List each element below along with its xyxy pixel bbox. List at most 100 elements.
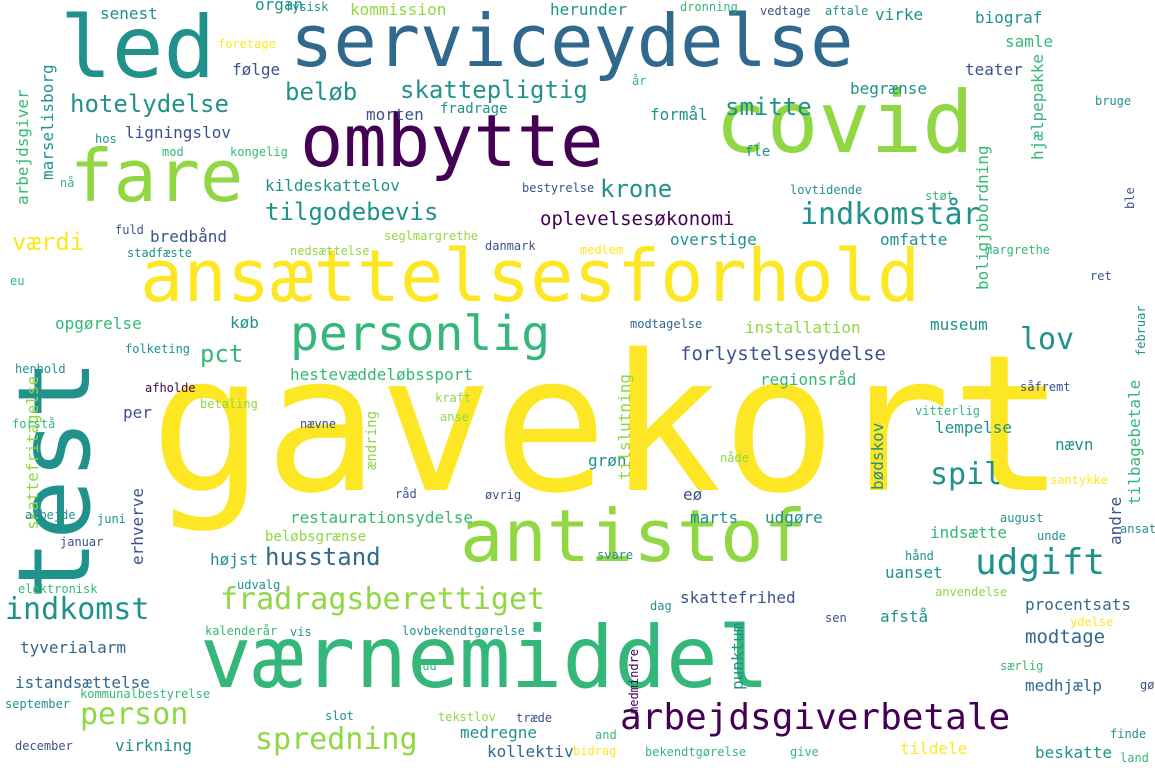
word-marselisborg: marselisborg xyxy=(38,64,57,180)
word-morten: morten xyxy=(366,105,424,124)
word-santykke: santykke xyxy=(1050,473,1108,487)
word-give: give xyxy=(790,745,819,759)
word-hjaelpepakke: hjælpepakke xyxy=(1028,54,1047,160)
word-tyverialarm: tyverialarm xyxy=(20,638,126,657)
word-indsaette: indsætte xyxy=(930,523,1008,542)
word-forlystelsesydelse: forlystelsesydelse xyxy=(680,343,886,365)
word-modtagelse: modtagelse xyxy=(630,317,703,331)
word-svare: svare xyxy=(597,548,634,562)
word-uanset: uanset xyxy=(885,563,943,582)
word-lovtidende: lovtidende xyxy=(790,183,863,197)
word-safremt: såfremt xyxy=(1020,380,1071,394)
word-betaling: betaling xyxy=(200,397,258,411)
word-vitterlig: vitterlig xyxy=(915,404,981,418)
word-kommission: kommission xyxy=(350,0,447,19)
word-belob: beløb xyxy=(285,78,358,106)
word-januar: januar xyxy=(60,535,104,549)
word-beskatte: beskatte xyxy=(1035,743,1113,762)
word-udvalg: udvalg xyxy=(237,578,281,592)
word-margrethe: margrethe xyxy=(985,243,1051,257)
word-vis: vis xyxy=(290,625,312,639)
word-aendring: ændring xyxy=(364,410,380,470)
word-arbejdsgiverbetale: arbejdsgiverbetale xyxy=(620,697,1011,738)
word-spil: spil xyxy=(930,457,1003,492)
word-punktum: punktum xyxy=(728,622,747,690)
word-eo: eø xyxy=(683,485,703,504)
word-lov: lov xyxy=(1020,322,1075,357)
word-kob: køb xyxy=(230,313,259,332)
word-seglmargrethe: seglmargrethe xyxy=(384,229,478,243)
word-samle: samle xyxy=(1005,32,1054,51)
word-husstand: husstand xyxy=(265,543,381,571)
word-dag: dag xyxy=(650,599,672,613)
word-indkomst: indkomst xyxy=(5,592,150,627)
word-andre: andre xyxy=(1106,496,1125,545)
word-december: december xyxy=(15,739,73,753)
word-bredband: bredbånd xyxy=(150,227,228,246)
word-marts: marts xyxy=(690,508,739,527)
word-skattepligtig: skattepligtig xyxy=(400,76,588,104)
word-kraft: kraft xyxy=(435,391,472,405)
word-senest: senest xyxy=(100,4,158,23)
word-fradragsberettiget: fradragsberettiget xyxy=(220,582,546,617)
word-erhverve: erhverve xyxy=(128,487,147,565)
word-arbejde: arbejde xyxy=(25,508,76,522)
word-hojst: højst xyxy=(210,550,259,569)
word-folketing: folketing xyxy=(125,342,191,356)
word-covid: covid xyxy=(715,73,974,173)
word-naevne: nævne xyxy=(300,417,337,431)
word-gron: grøn xyxy=(588,451,627,470)
word-medmindre: medmindre xyxy=(627,648,641,714)
word-lempelse: lempelse xyxy=(935,418,1013,437)
word-sen: sen xyxy=(825,611,847,625)
word-hestevaeddelobssport: hestevæddeløbssport xyxy=(290,365,474,384)
word-ansat: ansat xyxy=(1120,522,1155,536)
word-udgift: udgift xyxy=(975,542,1106,583)
word-museum: museum xyxy=(930,315,988,334)
word-unde: unde xyxy=(1037,529,1066,543)
word-lovbekendtgorelse: lovbekendtgørelse xyxy=(402,624,525,638)
word-installation: installation xyxy=(745,318,861,337)
word-bestyrelse: bestyrelse xyxy=(522,181,595,195)
word-eu: eu xyxy=(10,274,25,288)
word-elektronisk: elektronisk xyxy=(18,582,98,596)
word-oplevelsesokonomi: oplevelsesøkonomi xyxy=(540,208,735,230)
word-bekendtgorelse: bekendtgørelse xyxy=(645,745,747,759)
word-belobsgraense: beløbsgrænse xyxy=(265,529,367,545)
word-led: led xyxy=(60,0,216,98)
word-fradrage: fradrage xyxy=(440,101,508,117)
word-omfatte: omfatte xyxy=(880,230,948,249)
word-overstige: overstige xyxy=(670,230,757,249)
word-and: and xyxy=(595,728,617,742)
word-spredning: spredning xyxy=(255,722,418,757)
word-regionsrad: regionsråd xyxy=(760,370,857,389)
word-go: gø xyxy=(1140,678,1155,692)
word-person: person xyxy=(80,697,189,732)
word-tildele: tildele xyxy=(900,739,968,758)
word-september: september xyxy=(5,697,71,711)
word-pct: pct xyxy=(200,340,244,368)
word-dronning: dronning xyxy=(680,0,738,14)
word-aftale: aftale xyxy=(825,4,869,18)
word-afholde: afholde xyxy=(145,381,196,395)
word-saerlig: særlig xyxy=(1000,659,1044,673)
word-medlem: medlem xyxy=(580,243,624,257)
word-land: land xyxy=(1120,751,1149,765)
word-ble: ble xyxy=(1123,187,1137,209)
word-danmark: danmark xyxy=(485,239,536,253)
word-vaerdi: værdi xyxy=(12,228,85,256)
word-ansaettelsesforhold: ansættelsesforhold xyxy=(140,234,921,318)
word-kongelig: kongelig xyxy=(230,145,288,159)
word-serviceydelse: serviceydelse xyxy=(290,0,854,83)
word-forsta: forstå xyxy=(12,417,56,431)
word-indkomstar: indkomstår xyxy=(800,197,981,232)
word-skattefritagelse: skattefritagelse xyxy=(23,375,42,530)
word-fare: fare xyxy=(70,134,244,218)
word-juni: juni xyxy=(97,512,126,526)
word-ombytte: ombytte xyxy=(300,99,604,183)
word-fuld: fuld xyxy=(115,223,144,237)
word-gavekort: gavekort xyxy=(150,314,1066,535)
word-nade: nåde xyxy=(720,451,749,465)
word-virke: virke xyxy=(875,5,924,24)
word-personlig: personlig xyxy=(290,306,551,362)
